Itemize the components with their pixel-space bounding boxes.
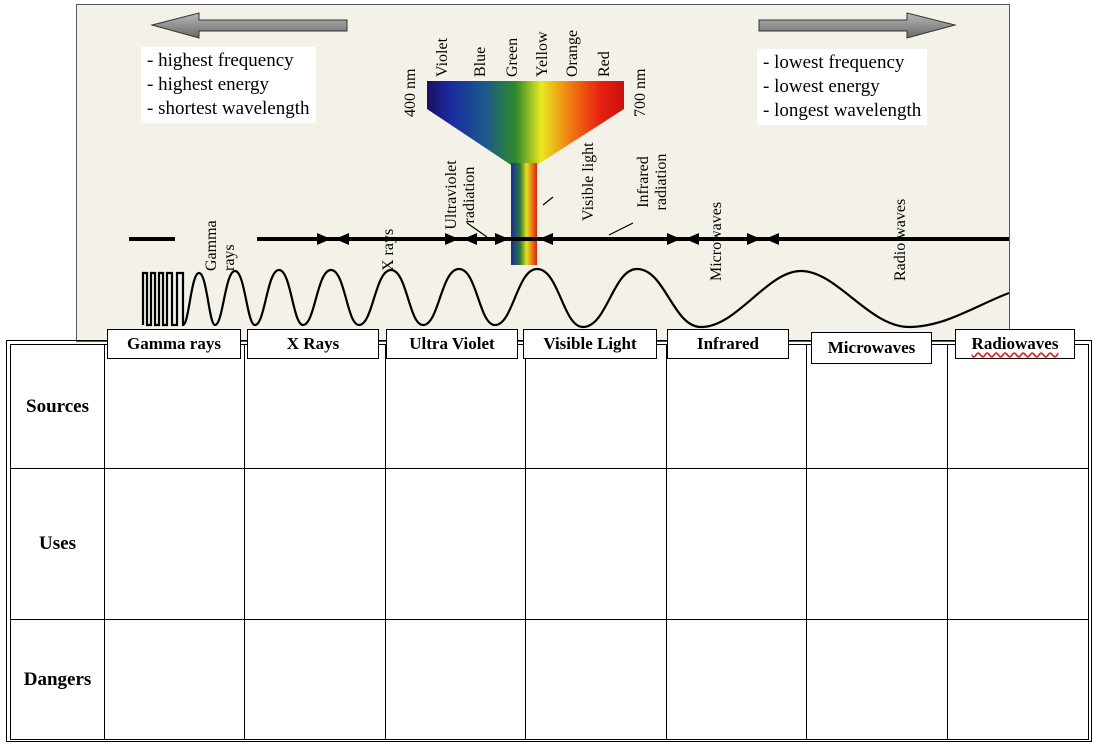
wavelength-start-label: 400 nm: [402, 68, 419, 117]
color-label-green: Green: [504, 37, 521, 77]
column-header-gamma: Gamma rays: [107, 329, 241, 359]
table-cell[interactable]: [947, 344, 1089, 469]
left-note: - highest frequency: [147, 50, 294, 71]
band-boundaries: [317, 233, 779, 245]
wavelength-end-label: 700 nm: [632, 68, 649, 117]
column-header-infrared: Infrared: [667, 329, 789, 359]
color-label-orange: Orange: [564, 29, 581, 77]
right-note: - longest wavelength: [763, 100, 922, 121]
table-cell[interactable]: [947, 468, 1089, 620]
table-cell[interactable]: [666, 619, 807, 740]
table-cell[interactable]: [244, 468, 386, 620]
left-notes: - highest frequency - highest energy - s…: [141, 47, 316, 123]
table-cell[interactable]: [104, 344, 245, 469]
right-note: - lowest frequency: [763, 52, 905, 73]
table-cell[interactable]: [104, 619, 245, 740]
table-cell[interactable]: [525, 619, 667, 740]
wavelength-wave: [141, 267, 1009, 329]
table-cell[interactable]: [104, 468, 245, 620]
color-label-yellow: Yellow: [534, 31, 551, 78]
visible-spectrum-funnel: [427, 81, 624, 265]
color-label-red: Red: [596, 51, 613, 77]
column-header-visible: Visible Light: [523, 329, 657, 359]
table-cell[interactable]: [385, 468, 526, 620]
band-label-ultraviolet: Ultraviolet radiation: [443, 160, 478, 230]
table-row: Sources: [10, 344, 1089, 469]
column-header-ultraviolet: Ultra Violet: [386, 329, 518, 359]
table-cell[interactable]: [244, 344, 386, 469]
row-header-uses: Uses: [10, 468, 105, 620]
table-cell[interactable]: [666, 468, 807, 620]
right-arrow: [758, 12, 957, 39]
spectrum-table: Sources Uses Dangers: [10, 344, 1089, 740]
table-row: Uses: [10, 468, 1089, 620]
table-cell[interactable]: [385, 344, 526, 469]
band-label-xrays: X rays: [380, 228, 397, 271]
worksheet-table: Sources Uses Dangers: [6, 340, 1092, 742]
table-cell[interactable]: [385, 619, 526, 740]
table-cell[interactable]: [525, 468, 667, 620]
column-header-xrays: X Rays: [247, 329, 379, 359]
table-cell[interactable]: [666, 344, 807, 469]
row-header-dangers: Dangers: [10, 619, 105, 740]
column-header-radiowaves: Radiowaves: [955, 329, 1075, 359]
table-cell[interactable]: [947, 619, 1089, 740]
band-label-microwaves: Microwaves: [708, 201, 725, 281]
band-label-radio: Radio waves: [892, 198, 909, 281]
color-label-blue: Blue: [472, 46, 489, 77]
table-cell[interactable]: [525, 344, 667, 469]
table-cell[interactable]: [806, 468, 948, 620]
band-label-infrared: Infrared radiation: [635, 153, 670, 211]
right-note: - lowest energy: [763, 76, 880, 97]
column-header-microwaves: Microwaves: [811, 332, 932, 364]
right-notes: - lowest frequency - lowest energy - lon…: [757, 49, 928, 125]
band-label-gamma: Gamma rays: [203, 220, 238, 271]
left-note: - shortest wavelength: [147, 98, 310, 119]
spectrum-graphics: [129, 12, 1009, 329]
table-cell[interactable]: [244, 619, 386, 740]
band-label-visible: Visible light: [580, 142, 597, 221]
color-label-violet: Violet: [434, 37, 451, 77]
table-row: Dangers: [10, 619, 1089, 740]
spectrum-diagram: - highest frequency - highest energy - s…: [76, 4, 1010, 342]
table-cell[interactable]: [806, 619, 948, 740]
row-header-sources: Sources: [10, 344, 105, 469]
left-arrow: [150, 12, 348, 39]
label-pointers: [466, 196, 634, 238]
left-note: - highest energy: [147, 74, 270, 95]
